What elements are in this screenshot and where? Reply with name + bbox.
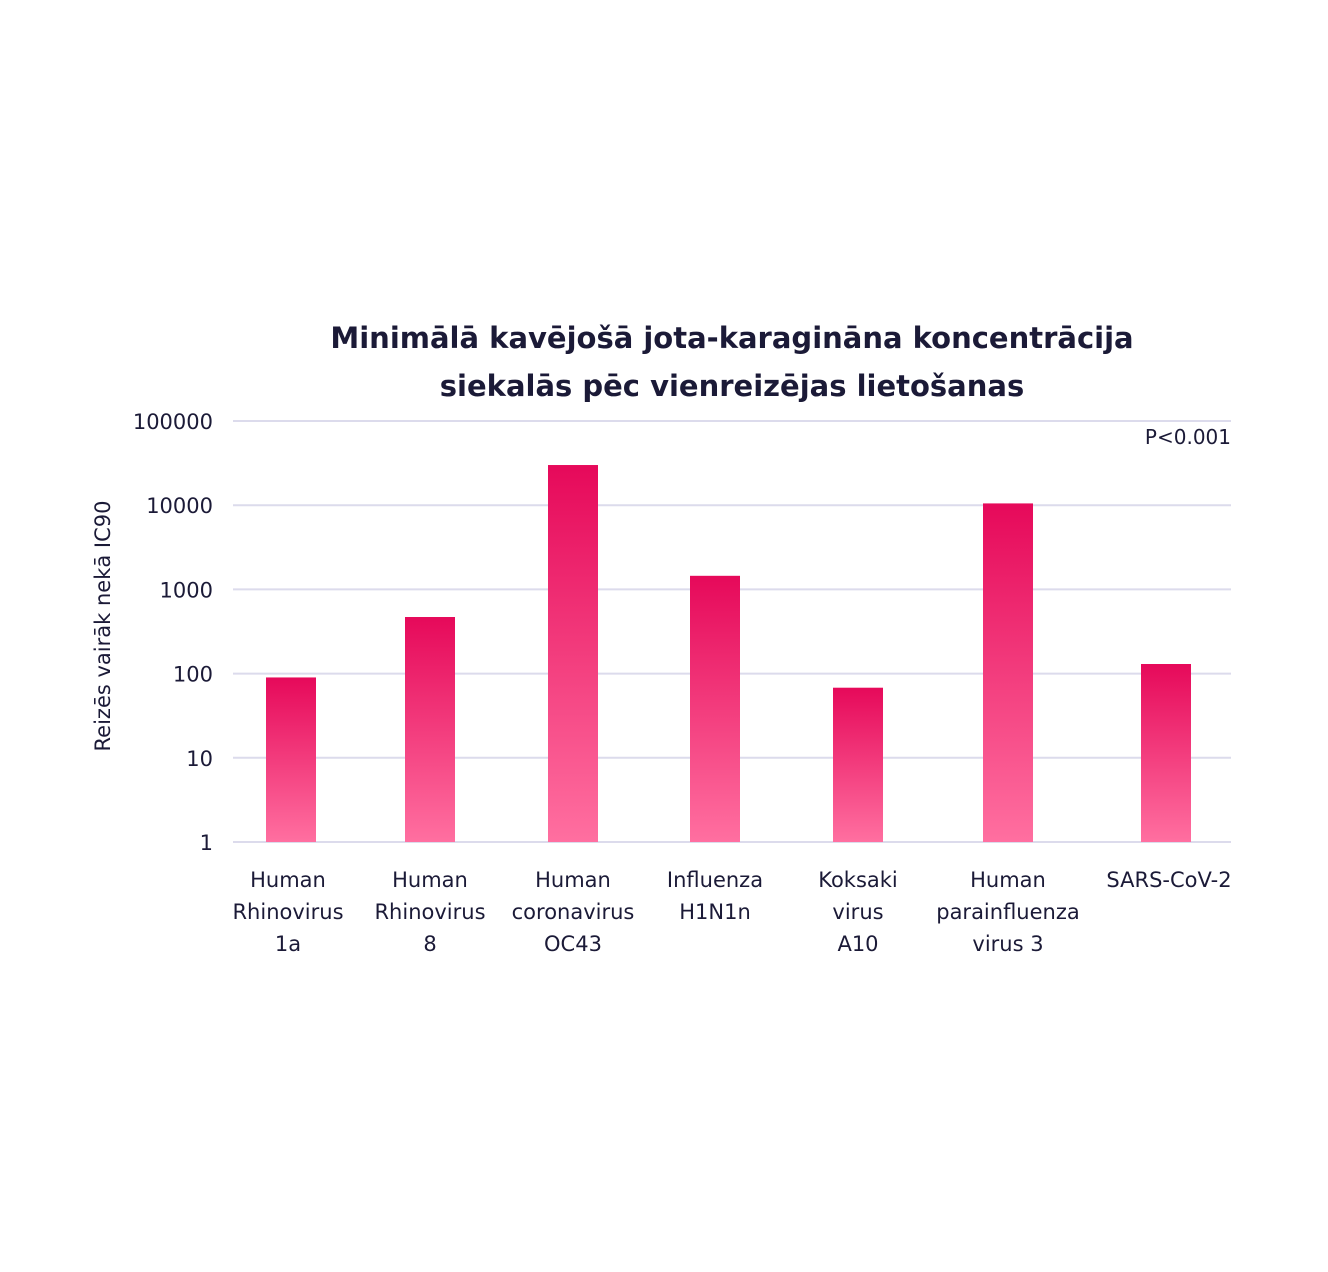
x-tick-label: Human Rhinovirus 8 xyxy=(374,868,485,956)
bar xyxy=(690,575,740,842)
x-tick-label: SARS-CoV-2 xyxy=(1106,868,1231,892)
p-value-annotation: P<0.001 xyxy=(1145,425,1231,449)
x-tick-label: Influenza H1N1n xyxy=(667,868,763,924)
y-tick-label: 1 xyxy=(200,831,213,855)
bar xyxy=(405,617,455,842)
y-axis-label: Reizēs vairāk nekā IC90 xyxy=(91,501,115,752)
bar xyxy=(1141,664,1191,842)
x-tick-label: Koksaki virus A10 xyxy=(818,868,898,956)
bar xyxy=(983,503,1033,842)
y-tick-label: 10000 xyxy=(146,494,213,518)
bar xyxy=(548,465,598,842)
x-tick-label: Human parainfluenza virus 3 xyxy=(936,868,1080,956)
x-tick-label: Human Rhinovirus 1a xyxy=(232,868,343,956)
bar xyxy=(833,687,883,842)
x-tick-label: Human coronavirus OC43 xyxy=(512,868,635,956)
chart-title-line: siekalās pēc vienreizējas lietošanas xyxy=(440,369,1024,403)
x-axis-labels: Human Rhinovirus 1a Human Rhinovirus 8 Human co… xyxy=(232,868,1231,956)
y-tick-label: 100000 xyxy=(133,410,213,434)
y-tick-label: 10 xyxy=(186,747,213,771)
y-tick-label: 1000 xyxy=(160,578,213,602)
bars xyxy=(266,465,1191,842)
y-tick-label: 100 xyxy=(173,663,213,687)
bar xyxy=(266,677,316,842)
chart-title: Minimālā kavējošā jota-karagināna koncen… xyxy=(330,321,1133,403)
chart-title-line: Minimālā kavējošā jota-karagināna koncen… xyxy=(330,321,1133,355)
y-axis-ticks: 1 10 100 1000 10000 100000 xyxy=(133,410,213,855)
